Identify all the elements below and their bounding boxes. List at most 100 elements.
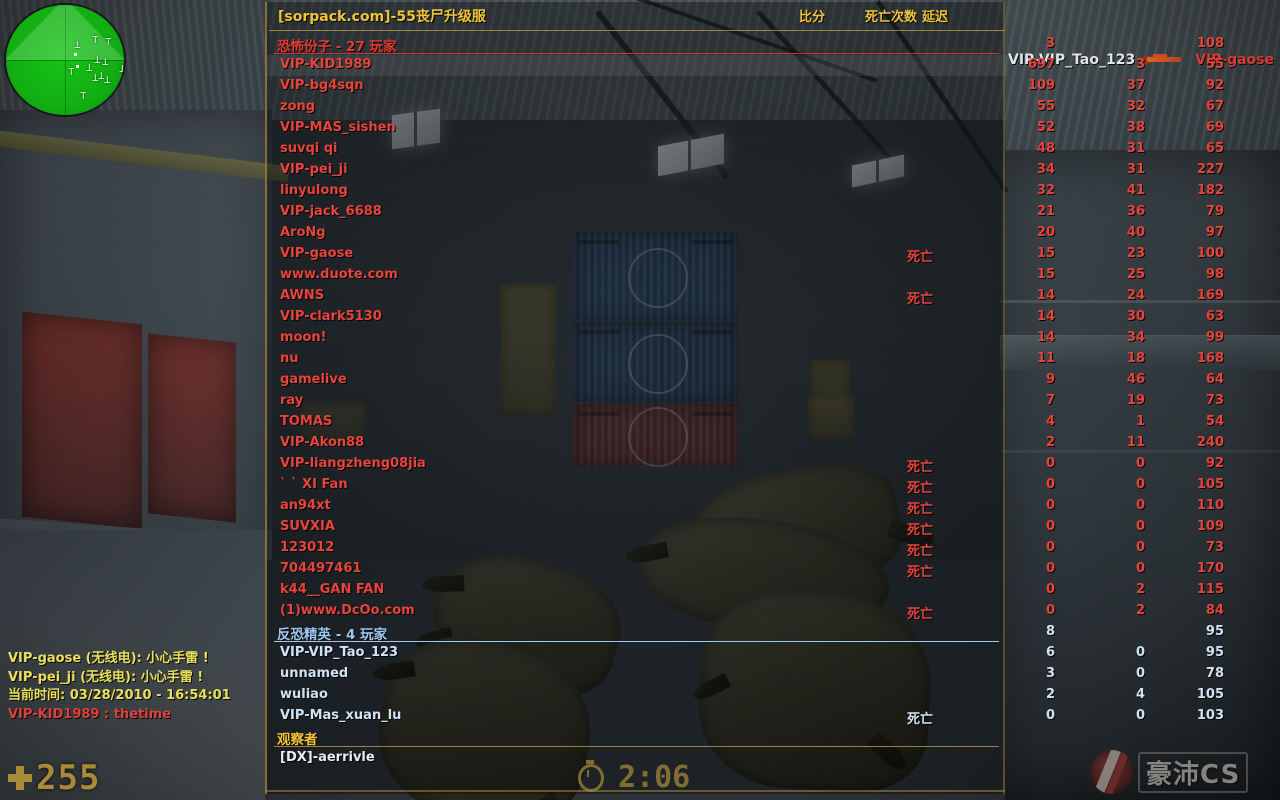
player-deaths: 37 — [1126, 78, 1145, 93]
player-score: 52 — [1036, 120, 1055, 135]
team-header-spec: 观察者 — [267, 727, 1007, 748]
player-ping: 99 — [1205, 330, 1224, 345]
player-ping: 170 — [1196, 561, 1224, 576]
team-name-label: 恐怖份子 - 27 玩家 — [277, 39, 397, 55]
player-deaths: 0 — [1135, 477, 1145, 492]
scoreboard-row[interactable]: wuliao 2 4 105 — [267, 685, 1224, 706]
sniper-rifle-icon — [1143, 54, 1187, 66]
scoreboard-row[interactable]: AroNg 20 40 97 — [267, 223, 1224, 244]
player-name: VIP-VIP_Tao_123 — [280, 645, 399, 660]
scoreboard-row[interactable]: 123012 死亡 0 0 73 — [267, 538, 1224, 559]
chat-message: VIP-KID1989 : thetime — [8, 706, 172, 722]
scoreboard-row[interactable]: ray 7 19 73 — [267, 391, 1224, 412]
player-score: 9 — [1045, 372, 1055, 387]
radar-minimap: ⊥ ⊤ ⊤ ⊥ ⊥ ⊥ ⊥ ⊤ ⊥ ⊥ ⊥ ⊤ ⊥ — [6, 5, 124, 115]
player-name: VIP-jack_6688 — [280, 204, 382, 219]
player-name: VIP-Mas_xuan_lu — [280, 708, 402, 723]
player-score: 7 — [1045, 393, 1055, 408]
scoreboard-row[interactable]: SUVXIA 死亡 0 0 109 — [267, 517, 1224, 538]
scoreboard-row[interactable]: VIP-MAS_sishen 52 38 69 — [267, 118, 1224, 139]
scoreboard-row[interactable]: VIP-clark5130 14 30 63 — [267, 307, 1224, 328]
player-score: 697 — [1027, 57, 1055, 72]
player-ping: 54 — [1205, 414, 1224, 429]
timer-value: 2:06 — [618, 760, 691, 795]
scoreboard-row[interactable]: VIP-pei_ji 34 31 227 — [267, 160, 1224, 181]
player-name: VIP-clark5130 — [280, 309, 382, 324]
scoreboard-row[interactable]: gamelive 9 46 64 — [267, 370, 1224, 391]
player-ping: 109 — [1196, 519, 1224, 534]
kill-feed: VIP-VIP_Tao_123 VIP-gaose — [1008, 52, 1274, 68]
scoreboard-row[interactable]: k44__GAN FAN 0 2 115 — [267, 580, 1224, 601]
player-deaths: 18 — [1126, 351, 1145, 366]
player-name: unnamed — [280, 666, 349, 681]
scoreboard-row[interactable]: VIP-VIP_Tao_123 6 0 95 — [267, 643, 1224, 664]
scoreboard-row[interactable]: nu 11 18 168 — [267, 349, 1224, 370]
player-ping: 78 — [1205, 666, 1224, 681]
player-name: an94xt — [280, 498, 331, 513]
scoreboard-row[interactable]: unnamed 3 0 78 — [267, 664, 1224, 685]
health-value: 255 — [36, 758, 101, 798]
player-score: 14 — [1036, 330, 1055, 345]
player-deaths: 46 — [1126, 372, 1145, 387]
player-score: 0 — [1045, 519, 1055, 534]
player-deaths: 0 — [1135, 456, 1145, 471]
scoreboard-row[interactable]: VIP-jack_6688 21 36 79 — [267, 202, 1224, 223]
player-deaths: 31 — [1126, 162, 1145, 177]
server-title: [sorpack.com]-55丧尸升级服 — [278, 9, 486, 25]
column-header-deaths: 死亡次数 — [865, 10, 918, 25]
scoreboard-row[interactable]: VIP-gaose 死亡 15 23 100 — [267, 244, 1224, 265]
player-deaths: 0 — [1135, 561, 1145, 576]
team-avg-ping: 95 — [1205, 624, 1224, 639]
player-score: 0 — [1045, 708, 1055, 723]
player-score: 0 — [1045, 603, 1055, 618]
scoreboard-row[interactable]: VIP-KID1989 697 3 55 — [267, 55, 1224, 76]
scoreboard-row[interactable]: VIP-Mas_xuan_lu 死亡 0 0 103 — [267, 706, 1224, 727]
scoreboard-row[interactable]: www.duote.com 15 25 98 — [267, 265, 1224, 286]
player-ping: 55 — [1205, 57, 1224, 72]
scoreboard-row[interactable]: linyulong 32 41 182 — [267, 181, 1224, 202]
player-score: 0 — [1045, 540, 1055, 555]
scoreboard-row[interactable]: ` ` XI Fan 死亡 0 0 105 — [267, 475, 1224, 496]
player-ping: 169 — [1196, 288, 1224, 303]
player-name: AWNS — [280, 288, 325, 303]
player-ping: 103 — [1196, 708, 1224, 723]
scoreboard-row[interactable]: VIP-liangzheng08jia 死亡 0 0 92 — [267, 454, 1224, 475]
player-score: 34 — [1036, 162, 1055, 177]
player-name: (1)www.DcOo.com — [280, 603, 415, 618]
scoreboard-header: [sorpack.com]-55丧尸升级服 比分 死亡次数 延迟 — [267, 2, 1005, 31]
player-deaths: 36 — [1126, 204, 1145, 219]
player-deaths: 41 — [1126, 183, 1145, 198]
player-status: 死亡 — [906, 565, 933, 580]
player-ping: 98 — [1205, 267, 1224, 282]
scoreboard-row[interactable]: TOMAS 4 1 54 — [267, 412, 1224, 433]
scoreboard-row[interactable]: 704497461 死亡 0 0 170 — [267, 559, 1224, 580]
hud-bottom-divider — [265, 790, 1005, 792]
player-deaths: 0 — [1135, 540, 1145, 555]
killfeed-attacker: VIP-VIP_Tao_123 — [1008, 52, 1136, 68]
player-deaths: 4 — [1135, 687, 1145, 702]
player-name: [DX]-aerrivle — [280, 750, 375, 765]
player-deaths: 0 — [1135, 645, 1145, 660]
player-name: 704497461 — [280, 561, 362, 576]
player-deaths: 11 — [1126, 435, 1145, 450]
scoreboard-row[interactable]: zong 55 32 67 — [267, 97, 1224, 118]
scoreboard-row[interactable]: VIP-bg4sqn 109 37 92 — [267, 76, 1224, 97]
player-ping: 168 — [1196, 351, 1224, 366]
scoreboard-row[interactable]: (1)www.DcOo.com 死亡 0 2 84 — [267, 601, 1224, 622]
player-ping: 92 — [1205, 456, 1224, 471]
scoreboard-row[interactable]: [DX]-aerrivle — [267, 748, 1007, 769]
scoreboard-row[interactable]: suvqi qi 48 31 65 — [267, 139, 1224, 160]
scoreboard-row[interactable]: AWNS 死亡 14 24 169 — [267, 286, 1224, 307]
player-score: 3 — [1045, 666, 1055, 681]
player-deaths: 32 — [1126, 99, 1145, 114]
player-deaths: 0 — [1135, 708, 1145, 723]
player-name: VIP-pei_ji — [280, 162, 348, 177]
player-deaths: 19 — [1126, 393, 1145, 408]
player-name: SUVXIA — [280, 519, 335, 534]
scoreboard-row[interactable]: moon! 14 34 99 — [267, 328, 1224, 349]
scoreboard-row[interactable]: VIP-Akon88 2 11 240 — [267, 433, 1224, 454]
scoreboard-row[interactable]: an94xt 死亡 0 0 110 — [267, 496, 1224, 517]
player-score: 21 — [1036, 204, 1055, 219]
round-timer: 2:06 — [578, 759, 691, 795]
player-ping: 97 — [1205, 225, 1224, 240]
